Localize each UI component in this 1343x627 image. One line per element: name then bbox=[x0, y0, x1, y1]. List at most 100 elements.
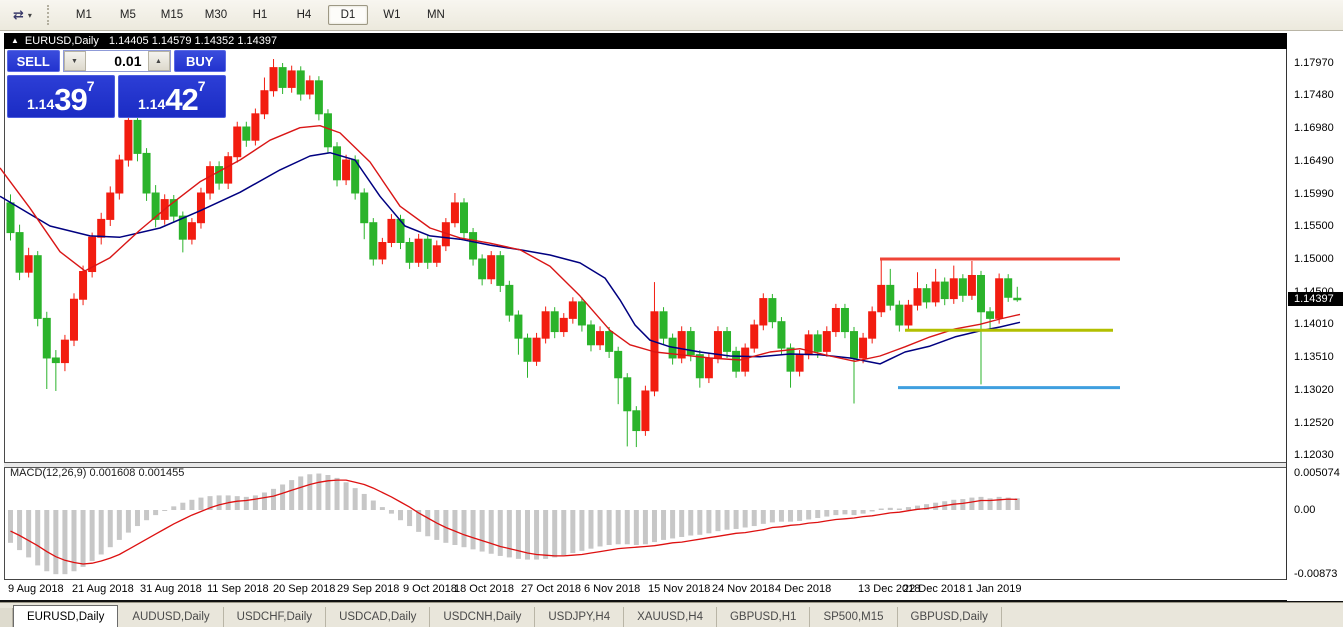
candle-body bbox=[732, 350, 741, 372]
chart-tab-usdchf-daily[interactable]: USDCHF,Daily bbox=[224, 607, 327, 627]
date-tick-label: 15 Nov 2018 bbox=[648, 583, 711, 595]
chart-tab-usdcnh-daily[interactable]: USDCNH,Daily bbox=[430, 607, 536, 627]
buy-price-button[interactable]: 1.14 42 7 bbox=[117, 75, 226, 118]
buy-price-point: 7 bbox=[197, 78, 206, 94]
candle-body bbox=[850, 331, 859, 359]
macd-histogram-bar bbox=[243, 496, 249, 510]
macd-histogram-bar bbox=[597, 510, 603, 547]
timeframe-button-h1[interactable]: H1 bbox=[252, 9, 268, 21]
macd-histogram-bar bbox=[842, 510, 848, 515]
candle-body bbox=[1004, 278, 1013, 298]
candle-body bbox=[314, 80, 323, 115]
price-tick-label: 1.16980 bbox=[1294, 122, 1334, 135]
macd-histogram-bar bbox=[960, 499, 966, 510]
volume-increase-button[interactable]: ▲ bbox=[147, 51, 170, 71]
macd-histogram-bar bbox=[633, 510, 639, 546]
candle-body bbox=[568, 301, 577, 319]
timeframe-button-d1[interactable]: D1 bbox=[327, 5, 368, 25]
macd-histogram-bar bbox=[715, 510, 721, 532]
candle-body bbox=[532, 337, 541, 362]
macd-histogram-bar bbox=[171, 506, 177, 510]
slow-ma-line bbox=[0, 151, 1021, 365]
candle-body bbox=[432, 245, 441, 263]
sell-button[interactable]: SELL bbox=[7, 50, 60, 72]
candle-body bbox=[215, 166, 224, 184]
candle-body bbox=[859, 337, 868, 359]
chart-symbols-dropdown-button[interactable]: ⇄ ▾ bbox=[8, 4, 37, 26]
candle-body bbox=[487, 255, 496, 280]
macd-histogram-bar bbox=[860, 510, 866, 514]
chart-tab-gbpusd-h1[interactable]: GBPUSD,H1 bbox=[717, 607, 811, 627]
timeframe-button-h4[interactable]: H4 bbox=[296, 9, 312, 21]
candle-body bbox=[931, 281, 940, 303]
candle-body bbox=[187, 222, 196, 240]
time-axis[interactable]: 9 Aug 2018 21 Aug 2018 31 Aug 2018 11 Sep 2… bbox=[4, 580, 1287, 600]
price-tick-label: 1.14010 bbox=[1294, 318, 1334, 331]
timeframe-button-mn[interactable]: MN bbox=[426, 9, 445, 21]
candle-body bbox=[659, 311, 668, 339]
candle-body bbox=[60, 339, 69, 364]
sell-price-button[interactable]: 1.14 39 7 bbox=[7, 75, 115, 118]
macd-histogram-bar bbox=[153, 510, 159, 516]
macd-histogram-bar bbox=[733, 510, 739, 529]
chart-frame bbox=[4, 33, 1288, 601]
volume-input[interactable] bbox=[85, 51, 148, 71]
panel-splitter[interactable] bbox=[4, 462, 1287, 468]
macd-histogram-bar bbox=[724, 510, 730, 530]
candle-body bbox=[251, 113, 260, 141]
chart-tab-gbpusd-daily[interactable]: GBPUSD,Daily bbox=[898, 607, 1002, 627]
candle-body bbox=[840, 307, 849, 333]
candle-body bbox=[913, 288, 922, 306]
timeframe-button-m30[interactable]: M30 bbox=[204, 9, 228, 21]
candle-body bbox=[115, 159, 124, 194]
collapse-triangle-icon[interactable]: ▲ bbox=[11, 36, 19, 45]
scale-border bbox=[1286, 33, 1287, 601]
timeframe-button-w1[interactable]: W1 bbox=[383, 9, 401, 21]
toolbar-grip[interactable] bbox=[46, 5, 54, 25]
chart-tab-audusd-daily[interactable]: AUDUSD,Daily bbox=[119, 607, 224, 627]
macd-histogram-bar bbox=[760, 510, 766, 524]
timeframe-button-m15[interactable]: M15 bbox=[160, 9, 184, 21]
candle-body bbox=[260, 90, 269, 115]
candle-body bbox=[777, 321, 786, 349]
macd-histogram-bar bbox=[815, 510, 821, 519]
macd-histogram-bar bbox=[797, 510, 803, 521]
chart-tab-xauusd-h4[interactable]: XAUUSD,H4 bbox=[624, 607, 717, 627]
candle-body bbox=[605, 331, 614, 352]
candle-body bbox=[178, 215, 187, 240]
macd-histogram-bar bbox=[615, 510, 621, 545]
macd-histogram-bar bbox=[869, 510, 875, 512]
candle-body bbox=[695, 354, 704, 379]
candle-body bbox=[342, 159, 351, 181]
date-tick-label: 1 Jan 2019 bbox=[967, 583, 1022, 595]
chart-ohlc-values: 1.14405 1.14579 1.14352 1.14397 bbox=[108, 35, 278, 47]
macd-histogram-bar bbox=[488, 510, 494, 554]
candle-body bbox=[686, 331, 695, 356]
macd-tick-label: 0.00 bbox=[1294, 504, 1316, 516]
candle-body bbox=[704, 357, 713, 379]
candle-body bbox=[296, 70, 305, 95]
timeframe-button-m5[interactable]: M5 bbox=[119, 9, 136, 21]
date-tick-label: 22 Dec 2018 bbox=[903, 583, 966, 595]
macd-histogram-bar bbox=[1005, 497, 1011, 510]
chart-tab-sp500-m15[interactable]: SP500,M15 bbox=[810, 607, 898, 627]
candle-body bbox=[242, 126, 251, 141]
price-tick-label: 1.12520 bbox=[1294, 416, 1334, 429]
macd-histogram-bar bbox=[434, 510, 440, 540]
timeframe-button-m1[interactable]: M1 bbox=[75, 9, 92, 21]
macd-histogram-bar bbox=[107, 510, 113, 548]
candle-body bbox=[577, 301, 586, 326]
candle-body bbox=[623, 377, 632, 412]
macd-histogram-bar bbox=[479, 510, 485, 552]
candle-body bbox=[949, 278, 958, 300]
macd-histogram-bar bbox=[624, 510, 630, 545]
chart-tab-usdjpy-h4[interactable]: USDJPY,H4 bbox=[535, 607, 625, 627]
buy-button[interactable]: BUY bbox=[173, 50, 226, 72]
chart-tab-usdcad-daily[interactable]: USDCAD,Daily bbox=[326, 607, 431, 627]
chart-tab-eurusd-daily[interactable]: EURUSD,Daily bbox=[13, 605, 119, 627]
price-axis[interactable]: 1.17970 1.17480 1.16980 1.16490 1.15990 1.155… bbox=[1287, 33, 1343, 601]
tab-scroll-button[interactable] bbox=[0, 608, 13, 627]
candle-body bbox=[759, 298, 768, 326]
volume-decrease-button[interactable]: ▼ bbox=[63, 51, 86, 71]
